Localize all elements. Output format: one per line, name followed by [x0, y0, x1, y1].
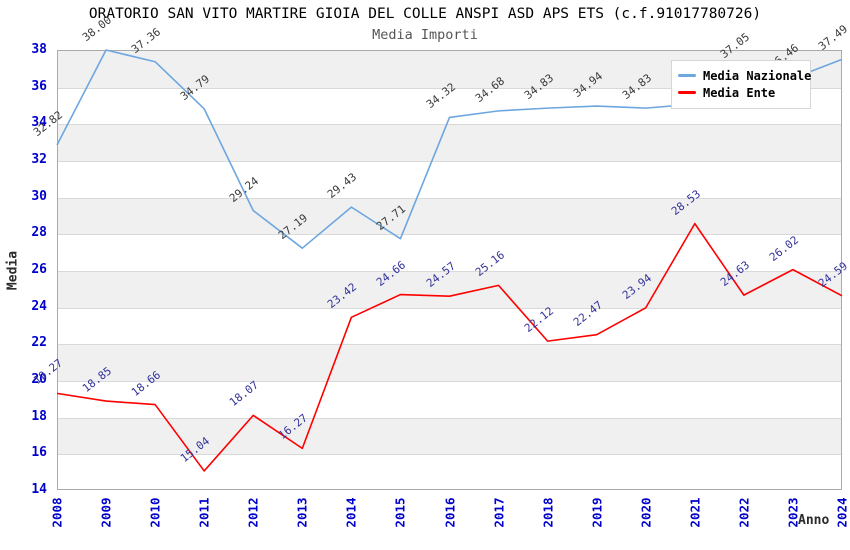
x-tick-label: 2008	[49, 497, 65, 528]
x-axis-title: Anno	[798, 513, 830, 528]
x-tick-label: 2014	[343, 497, 359, 528]
plot-band	[58, 124, 841, 161]
legend-item-media-ente: Media Ente	[678, 84, 804, 101]
x-tick-label: 2019	[589, 497, 605, 528]
gridline	[58, 454, 841, 456]
y-tick-label: 28	[31, 225, 47, 241]
x-tick-label: 2020	[638, 497, 654, 528]
y-tick-label: 34	[31, 115, 47, 131]
x-tick-label: 2015	[392, 497, 408, 528]
x-tick-label: 2016	[442, 497, 457, 528]
gridline	[58, 197, 841, 199]
legend-label-media-nazionale: Media Nazionale	[703, 68, 812, 83]
x-tick-label: 2012	[245, 497, 261, 528]
y-tick-label: 24	[31, 298, 47, 314]
media-ente-line-swatch-icon	[678, 91, 696, 94]
gridline	[58, 307, 841, 309]
plot-band	[58, 197, 841, 235]
legend-item-media-nazionale: Media Nazionale	[678, 67, 811, 84]
y-tick-label: 18	[31, 408, 47, 424]
x-tick-label: 2013	[294, 497, 310, 528]
x-tick-label: 2010	[147, 497, 163, 528]
x-tick-label: 2022	[736, 497, 752, 528]
y-tick-label: 38	[31, 42, 47, 57]
gridline	[58, 344, 841, 346]
media-nazionale-line-swatch-icon	[678, 74, 696, 77]
plot-band	[58, 344, 841, 381]
gridline	[58, 161, 841, 162]
y-tick-label: 36	[31, 78, 47, 94]
plot-band	[58, 417, 841, 455]
y-tick-label: 16	[31, 445, 47, 461]
x-tick-label: 2018	[540, 497, 556, 528]
gridline	[58, 124, 841, 126]
legend-label-media-ente: Media Ente	[703, 85, 776, 100]
x-tick-label: 2023	[785, 497, 801, 528]
y-tick-label: 26	[31, 262, 47, 277]
chart-title: ORATORIO SAN VITO MARTIRE GIOIA DEL COLL…	[88, 6, 762, 22]
gridline	[58, 234, 841, 236]
y-tick-label: 14	[31, 482, 47, 497]
chart-subtitle: Media Importi	[372, 27, 478, 43]
y-tick-label: 30	[31, 188, 47, 204]
x-tick-label: 2009	[98, 497, 114, 528]
gridline	[58, 381, 841, 382]
y-tick-label: 20	[31, 372, 47, 387]
gridline	[58, 417, 841, 419]
y-tick-label: 32	[31, 152, 47, 167]
x-tick-label: 2021	[687, 497, 703, 528]
x-tick-label: 2017	[491, 497, 507, 528]
x-tick-label: 2024	[834, 497, 850, 528]
legend: Media Nazionale Media Ente	[671, 60, 811, 109]
y-tick-label: 22	[31, 335, 47, 351]
x-tick-label: 2011	[196, 497, 212, 528]
